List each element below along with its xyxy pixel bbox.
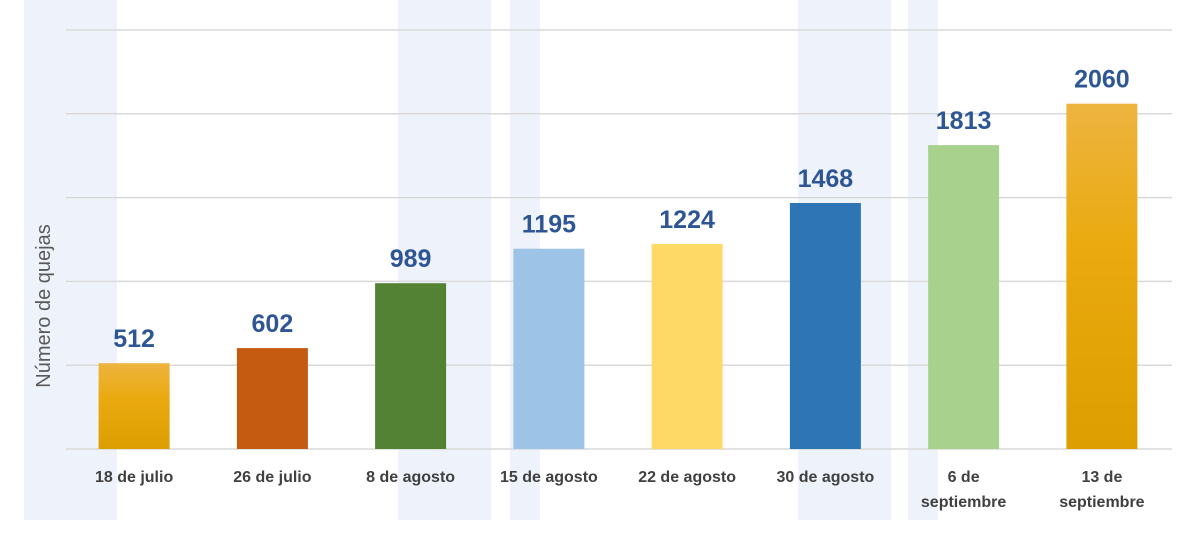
value-label: 602	[252, 310, 294, 338]
value-label: 2060	[1074, 66, 1130, 94]
bar	[651, 243, 723, 449]
category-label: 13 de septiembre	[1059, 469, 1144, 511]
category-label: 30 de agosto	[776, 469, 874, 486]
value-label: 512	[113, 325, 155, 353]
y-axis-title: Número de quejas	[33, 224, 55, 387]
category-label: 22 de agosto	[638, 469, 736, 486]
category-label: 26 de julio	[233, 469, 311, 486]
value-label: 989	[390, 245, 432, 273]
bars	[98, 103, 1138, 449]
category-label: 18 de julio	[95, 469, 173, 486]
value-label: 1813	[936, 107, 992, 135]
bar	[98, 363, 170, 449]
value-label: 1195	[522, 211, 576, 239]
category-labels: 18 de julio 26 de julio 8 de agosto 15 de a…	[95, 469, 1145, 511]
category-label: 8 de agosto	[366, 469, 455, 486]
background-bands	[24, 0, 938, 520]
value-label: 1224	[659, 206, 715, 234]
bar	[375, 283, 447, 449]
bar	[789, 203, 861, 449]
bar	[1066, 103, 1138, 449]
category-label: 6 de septiembre	[921, 469, 1006, 511]
category-label: 15 de agosto	[500, 469, 598, 486]
value-labels: 512 602 989 1195 1224 1468 1813 2060	[113, 66, 1129, 354]
gridlines	[66, 29, 1172, 450]
bar	[513, 248, 585, 449]
bar	[928, 145, 1000, 449]
bar	[236, 348, 308, 449]
value-label: 1468	[798, 165, 854, 193]
